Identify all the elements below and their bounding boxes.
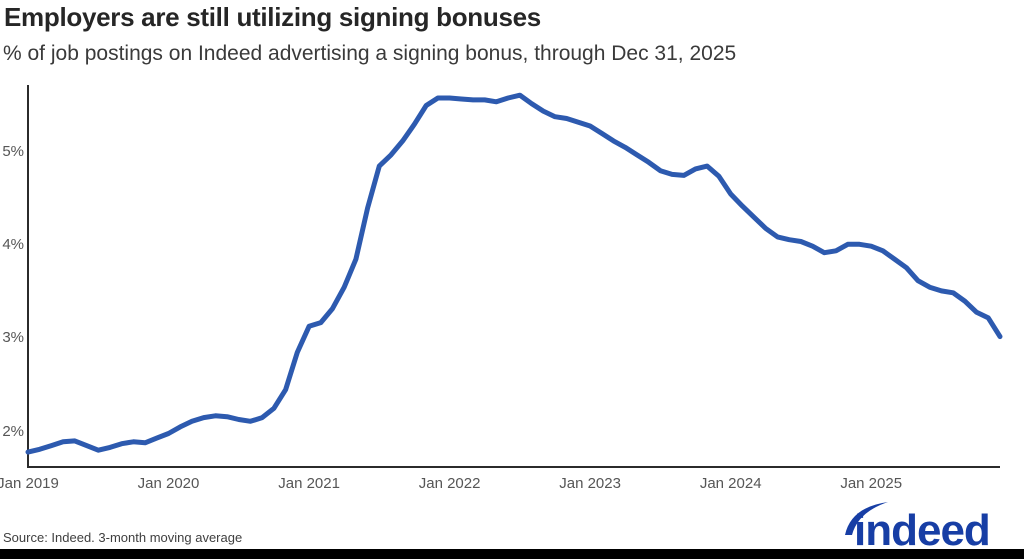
- x-tick-label: Jan 2024: [699, 475, 762, 492]
- x-tick-label: Jan 2022: [418, 475, 481, 492]
- x-tick-label: Jan 2023: [559, 475, 621, 492]
- y-tick-label: 4%: [2, 236, 24, 254]
- logo-text: indeed: [854, 506, 990, 549]
- signing-bonus-line: [25, 92, 1003, 455]
- axis-spines: [27, 85, 1000, 468]
- x-tick-label: Jan 2020: [137, 475, 200, 492]
- y-tick-label: 2%: [2, 422, 24, 440]
- y-tick-label: 5%: [2, 143, 24, 161]
- page-subtitle: % of job postings on Indeed advertising …: [3, 42, 737, 65]
- page-title: Employers are still utilizing signing bo…: [4, 2, 541, 32]
- x-tick-label: Jan 2019: [0, 475, 59, 492]
- bottom-black-bar: [0, 549, 1024, 559]
- x-tick-label: Jan 2025: [840, 475, 903, 492]
- logo-swoosh-icon: [845, 502, 888, 535]
- source-note: Source: Indeed. 3-month moving average: [3, 530, 243, 545]
- x-tick-label: Jan 2021: [278, 475, 340, 492]
- indeed-logo: indeed: [845, 502, 991, 549]
- y-tick-label: 3%: [2, 329, 24, 347]
